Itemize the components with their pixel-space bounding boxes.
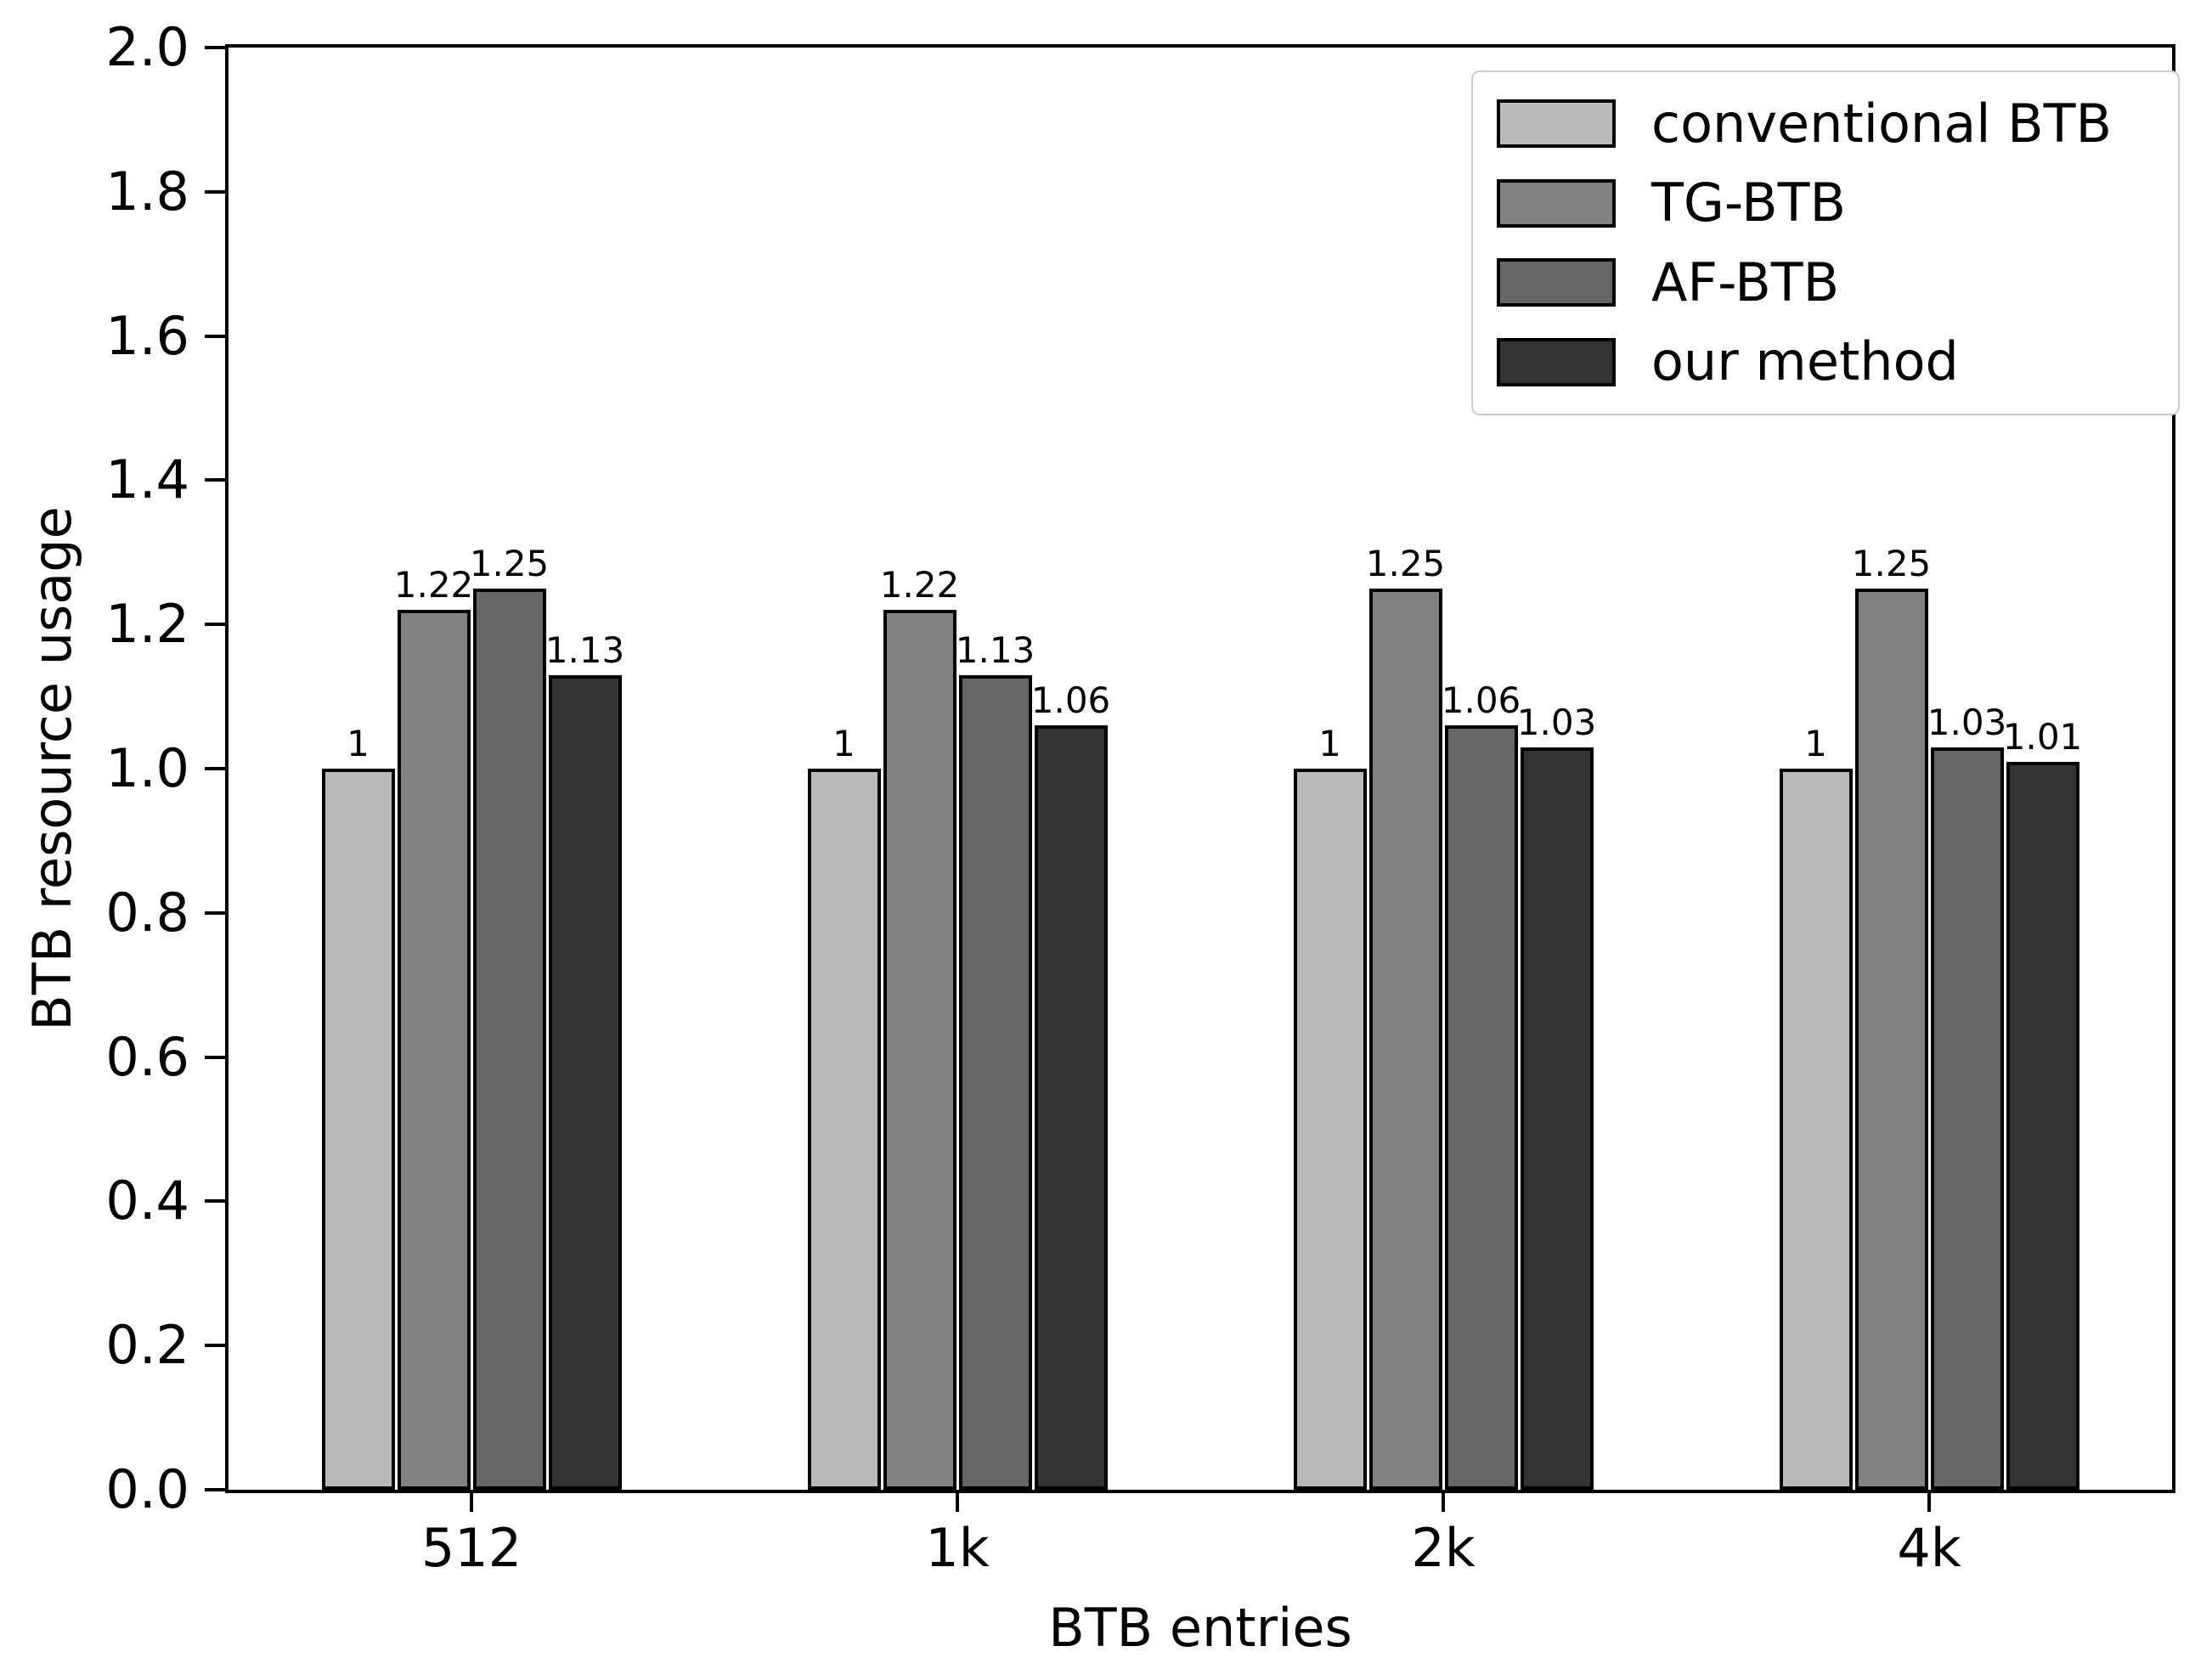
y-axis-tick (205, 1055, 227, 1059)
bar-value-label: 1.13 (955, 629, 1035, 671)
y-axis-tick (205, 478, 227, 482)
x-axis-tick (470, 1490, 473, 1512)
bar-value-label: 1.06 (1030, 679, 1111, 722)
bar-tg-btb (1368, 588, 1442, 1490)
y-axis-tick-label: 2.0 (105, 16, 189, 78)
legend-entry-label: AF-BTB (1651, 251, 1840, 313)
legend-entry: TG-BTB (1497, 177, 2161, 229)
bar-value-label: 1.25 (469, 542, 550, 584)
y-axis-tick-label: 1.4 (105, 448, 189, 511)
y-axis-tick (205, 1344, 227, 1348)
y-axis-tick-label: 1.0 (105, 737, 189, 799)
x-axis-tick (1927, 1490, 1931, 1512)
y-axis-tick-label: 0.0 (105, 1458, 189, 1520)
bar-conventional-btb (1293, 769, 1367, 1490)
bar-value-label: 1 (1318, 723, 1341, 764)
legend-entry: our method (1497, 335, 2161, 388)
bar-value-label: 1.22 (879, 564, 960, 606)
bar-af-btb (1444, 725, 1518, 1490)
y-axis-tick-label: 1.2 (105, 593, 189, 656)
legend-swatch (1497, 178, 1616, 228)
bar-conventional-btb (807, 769, 881, 1490)
y-axis-tick-label: 0.8 (105, 881, 189, 944)
bar-af-btb (958, 674, 1032, 1490)
bar-conventional-btb (321, 769, 395, 1490)
bar-af-btb (472, 588, 546, 1490)
bar-our-method (1520, 747, 1594, 1490)
bar-value-label: 1 (832, 723, 855, 764)
legend-entry-label: our method (1651, 330, 1959, 393)
x-axis-tick (956, 1490, 959, 1512)
x-axis-tick (1442, 1490, 1445, 1512)
bar-value-label: 1.06 (1441, 679, 1521, 722)
bar-value-label: 1.25 (1365, 542, 1446, 584)
y-axis-tick (205, 767, 227, 770)
bar-tg-btb (397, 610, 471, 1490)
y-axis-tick-label: 1.6 (105, 304, 189, 367)
legend-entry-label: conventional BTB (1651, 92, 2113, 155)
y-axis-tick (205, 910, 227, 915)
y-axis-tick (205, 623, 227, 627)
y-axis-title: BTB resource usage (21, 506, 83, 1031)
bar-value-label: 1 (347, 723, 370, 764)
bar-value-label: 1.01 (2002, 715, 2083, 758)
bar-value-label: 1.13 (545, 629, 625, 671)
legend-swatch (1497, 99, 1616, 149)
bar-our-method (1034, 725, 1108, 1490)
y-axis-tick-label: 0.6 (105, 1025, 189, 1088)
legend-entry: conventional BTB (1497, 92, 2161, 155)
bar-value-label: 1.03 (1927, 701, 2007, 743)
bar-af-btb (1930, 747, 2004, 1490)
x-axis-tick-label: 512 (420, 1517, 522, 1579)
y-axis-tick-label: 1.8 (105, 160, 189, 223)
bar-our-method (548, 674, 622, 1490)
legend: conventional BTB TG-BTB AF-BTB our method (1471, 70, 2180, 415)
y-axis-tick-label: 0.2 (105, 1314, 189, 1377)
bar-value-label: 1.22 (393, 564, 474, 606)
y-axis-tick (205, 189, 227, 194)
y-axis-tick (205, 1199, 227, 1204)
x-axis-tick-label: 1k (925, 1517, 990, 1579)
legend-entry-label: TG-BTB (1651, 172, 1847, 234)
bar-tg-btb (1854, 588, 1928, 1490)
legend-entry: AF-BTB (1497, 251, 2161, 313)
bar-value-label: 1 (1804, 723, 1827, 764)
y-axis-tick (205, 1488, 227, 1491)
y-axis-tick-label: 0.4 (105, 1170, 189, 1232)
bar-tg-btb (883, 610, 956, 1490)
y-axis-tick (205, 334, 227, 338)
bar-our-method (2006, 761, 2079, 1490)
bar-value-label: 1.03 (1516, 701, 1597, 743)
bar-value-label: 1.25 (1851, 542, 1932, 584)
x-axis-tick-label: 2k (1411, 1517, 1476, 1579)
x-axis-title: BTB entries (1048, 1597, 1352, 1659)
legend-swatch (1497, 258, 1616, 307)
bar-conventional-btb (1779, 769, 1853, 1490)
y-axis-tick (205, 46, 227, 49)
x-axis-tick-label: 4k (1897, 1517, 1961, 1579)
legend-swatch (1497, 337, 1616, 386)
